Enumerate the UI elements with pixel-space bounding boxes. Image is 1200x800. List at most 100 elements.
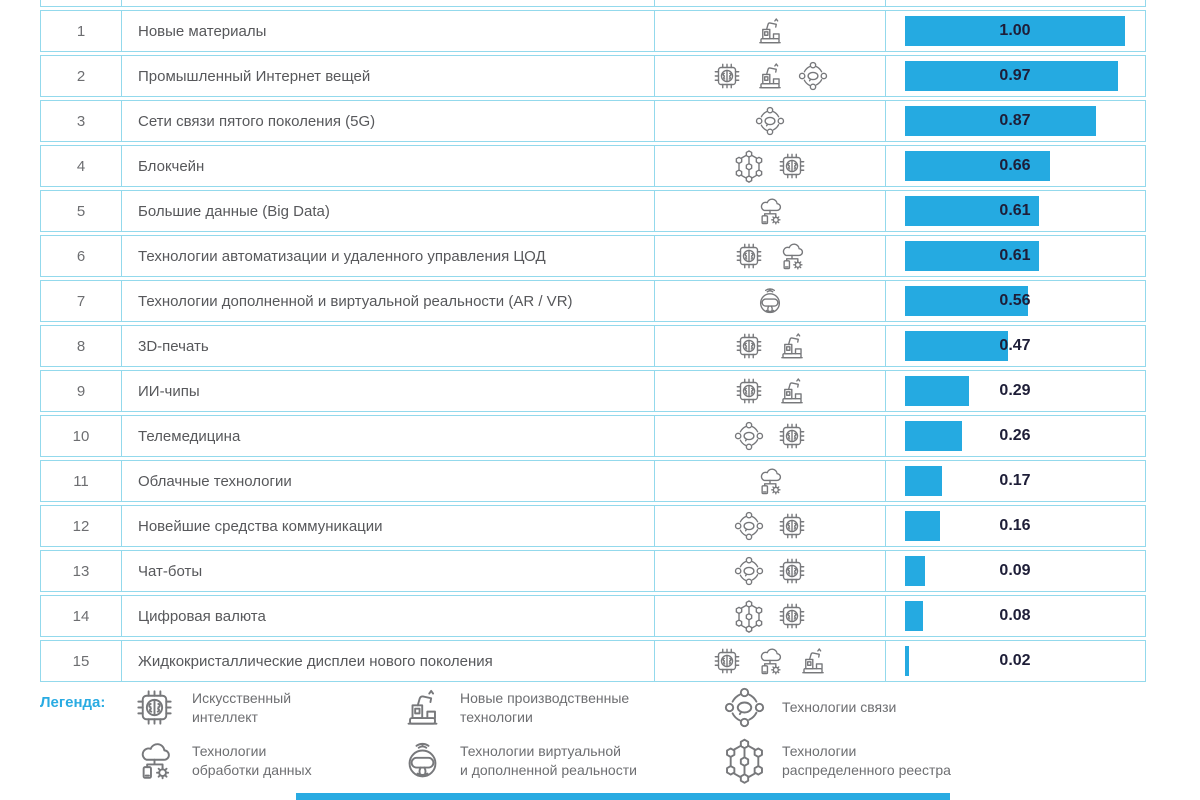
- vr-icon: [408, 742, 436, 778]
- value-bar: [905, 286, 1028, 316]
- tech-name-cell: Блокчейн: [121, 146, 654, 186]
- icons-cell: [654, 0, 885, 6]
- legend-item: Новые производственные технологии: [396, 684, 718, 731]
- distributed-ledger-icon: [735, 600, 762, 633]
- legend-item-text: Технологии распределенного реестра: [782, 743, 951, 778]
- legend-item-text: Технологии обработки данных: [192, 743, 312, 778]
- icons-cell: [654, 101, 885, 141]
- value-bar: [905, 466, 942, 496]
- communication-icon: [755, 106, 785, 136]
- value-cell: 0.08: [885, 596, 1145, 636]
- data-processing-icon: [760, 648, 782, 675]
- communication-icon: [724, 687, 764, 728]
- value-cell: 0.61: [885, 191, 1145, 231]
- value-label: 0.61: [999, 247, 1031, 264]
- data-processing-icon: [782, 243, 803, 270]
- ai-chip-icon: [714, 648, 740, 674]
- value-label: 0.17: [999, 472, 1031, 489]
- value-cell: 0.17: [885, 461, 1145, 501]
- table-row: 3 Сети связи пятого поколения (5G) 0.87: [40, 100, 1146, 142]
- ai-chip-icon: [779, 513, 804, 539]
- legend-item: Технологии виртуальной и дополненной реа…: [396, 737, 718, 784]
- value-label: 0.16: [999, 517, 1031, 534]
- value-label: 0.61: [999, 202, 1031, 219]
- rank-cell: 2: [76, 67, 86, 85]
- tech-name-cell: [121, 0, 654, 6]
- tech-name-cell: Чат-боты: [121, 551, 654, 591]
- tech-name-cell: Телемедицина: [121, 416, 654, 456]
- table-row: 2 Промышленный Интернет вещей 0.97: [40, 55, 1146, 97]
- communication-icon: [798, 61, 828, 91]
- legend-icon-slot: [128, 684, 180, 731]
- value-bar: [905, 106, 1096, 136]
- value-label: 0.56: [999, 292, 1031, 309]
- icons-cell: [654, 11, 885, 51]
- icons-cell: [654, 416, 885, 456]
- production-icon: [407, 689, 437, 725]
- icons-cell: [654, 371, 885, 411]
- value-bar: [905, 601, 923, 631]
- value-bar: [905, 151, 1050, 181]
- legend-item: Технологии связи: [718, 684, 1058, 731]
- ai-chip-icon: [736, 333, 761, 359]
- value-cell: 0.66: [885, 146, 1145, 186]
- table-row: 11 Облачные технологии 0.17: [40, 460, 1146, 502]
- tech-name-cell: Технологии дополненной и виртуальной реа…: [121, 281, 654, 321]
- value-cell: 0.61: [885, 236, 1145, 276]
- table-row: 1 Новые материалы 1.00: [40, 10, 1146, 52]
- distributed-ledger-icon: [735, 150, 762, 183]
- rank-cell: 3: [76, 112, 86, 130]
- production-icon: [802, 648, 824, 674]
- tech-name-cell: Технологии автоматизации и удаленного уп…: [121, 236, 654, 276]
- data-processing-icon: [760, 468, 782, 495]
- icons-cell: [654, 56, 885, 96]
- rank-cell: 10: [72, 427, 90, 445]
- ai-chip-icon: [779, 153, 804, 179]
- legend-items: Искусственный интеллект Новые производст…: [128, 684, 1058, 784]
- ai-chip-icon: [136, 690, 172, 725]
- value-label: 0.26: [999, 427, 1031, 444]
- value-cell: 0.47: [885, 326, 1145, 366]
- value-bar: [905, 646, 909, 676]
- table-row: 10 Телемедицина 0.26: [40, 415, 1146, 457]
- data-processing-icon: [760, 198, 782, 225]
- legend-item-text: Технологии связи: [782, 699, 897, 716]
- ai-chip-icon: [736, 378, 761, 404]
- rank-cell: 12: [72, 517, 90, 535]
- value-bar: [905, 421, 962, 451]
- value-bar: [905, 511, 940, 541]
- tech-name-cell: 3D-печать: [121, 326, 654, 366]
- table-row: 13 Чат-боты 0.09: [40, 550, 1146, 592]
- value-label: 0.09: [999, 562, 1031, 579]
- rank-cell: 11: [73, 472, 89, 490]
- value-label: 0.87: [999, 112, 1031, 129]
- icons-cell: [654, 506, 885, 546]
- legend-icon-slot: [718, 737, 770, 784]
- table-row: 6 Технологии автоматизации и удаленного …: [40, 235, 1146, 277]
- value-bar: [905, 61, 1118, 91]
- value-cell: 0.97: [885, 56, 1145, 96]
- icons-cell: [654, 236, 885, 276]
- icons-cell: [654, 326, 885, 366]
- rank-cell: 8: [76, 337, 86, 355]
- rank-cell: 1: [76, 22, 86, 40]
- value-cell: 0.16: [885, 506, 1145, 546]
- communication-icon: [734, 421, 763, 451]
- vr-icon: [759, 288, 781, 314]
- tech-name-cell: Жидкокристаллические дисплеи нового поко…: [121, 641, 654, 681]
- legend: Легенда: Искусственный интеллект Новые п…: [40, 684, 1170, 784]
- data-processing-icon: [141, 743, 170, 780]
- table-row: 9 ИИ-чипы 0.29: [40, 370, 1146, 412]
- ranking-table-body: 1 Новые материалы 1.00 2 Промышленный Ин…: [40, 10, 1146, 682]
- value-cell: 0.87: [885, 101, 1145, 141]
- communication-icon: [734, 556, 763, 586]
- rank-cell: 14: [72, 607, 90, 625]
- table-row: 7 Технологии дополненной и виртуальной р…: [40, 280, 1146, 322]
- icons-cell: [654, 551, 885, 591]
- legend-icon-slot: [128, 737, 180, 784]
- value-cell: 0.56: [885, 281, 1145, 321]
- rank-cell: 4: [76, 157, 86, 175]
- icons-cell: [654, 596, 885, 636]
- rank-cell: 5: [76, 202, 86, 220]
- icons-cell: [654, 281, 885, 321]
